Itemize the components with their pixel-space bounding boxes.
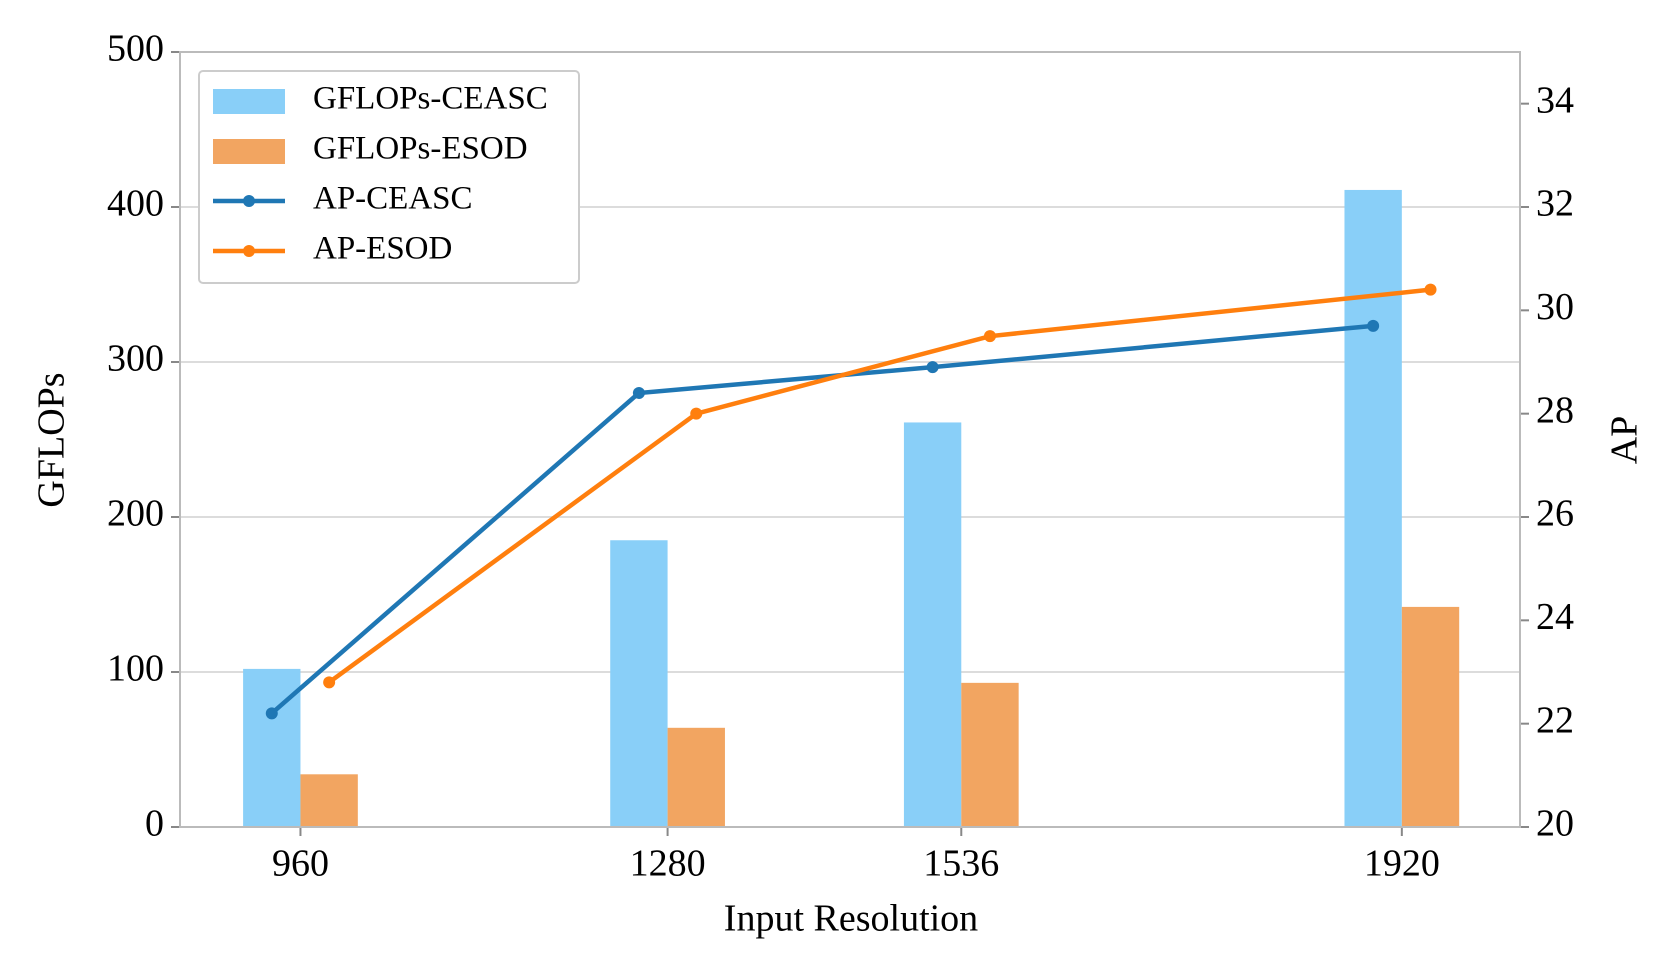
line-marker [1367,319,1380,332]
legend-swatch [213,139,285,164]
x-axis-label: Input Resolution [724,898,978,940]
x-tick-label: 1920 [1364,843,1440,885]
bar [667,727,725,827]
y2-tick-label: 30 [1536,286,1574,328]
y-tick-label: 500 [107,28,164,70]
y-tick-label: 100 [107,648,164,690]
x-tick-label: 960 [272,843,329,885]
bar [610,540,668,827]
y-tick-label: 300 [107,338,164,380]
x-tick-label: 1536 [923,843,999,885]
legend-label: AP-CEASC [313,181,473,217]
y2-tick-label: 28 [1536,389,1574,431]
line-marker [265,707,278,720]
line-marker [323,676,336,689]
bar [903,422,962,827]
line-marker [690,407,703,420]
line-marker [632,387,645,399]
legend-label: GFLOPs-ESOD [313,131,528,167]
y2-tick-label: 20 [1536,803,1574,845]
plot-frame [179,51,1521,828]
legend-swatch [213,89,285,114]
y-tick-label: 0 [145,803,164,845]
y-axis-label: GFLOPs [31,372,73,507]
bar [1401,606,1460,827]
y-tick-label: 400 [107,183,164,225]
y2-tick-label: 26 [1536,493,1574,535]
legend-marker [243,195,255,207]
y2-tick-label: 24 [1536,596,1574,638]
bar [1344,189,1402,827]
y2-tick-label: 34 [1536,79,1574,121]
line [270,323,1374,716]
y2-tick-label: 22 [1536,699,1574,741]
legend-marker [243,245,255,257]
bar [243,668,301,827]
x-tick-label: 1280 [630,843,706,885]
y2-axis-label: AP [1604,416,1646,465]
legend-label: AP-ESOD [313,231,452,267]
y-tick-label: 200 [107,493,164,535]
y2-tick-label: 32 [1536,183,1574,225]
line-marker [926,361,939,374]
bar [961,682,1019,827]
bar [300,774,358,827]
legend-box [198,70,580,284]
line-marker [983,330,996,343]
legend-label: GFLOPs-CEASC [313,81,548,117]
line [327,287,1431,685]
line-marker [1424,283,1437,296]
